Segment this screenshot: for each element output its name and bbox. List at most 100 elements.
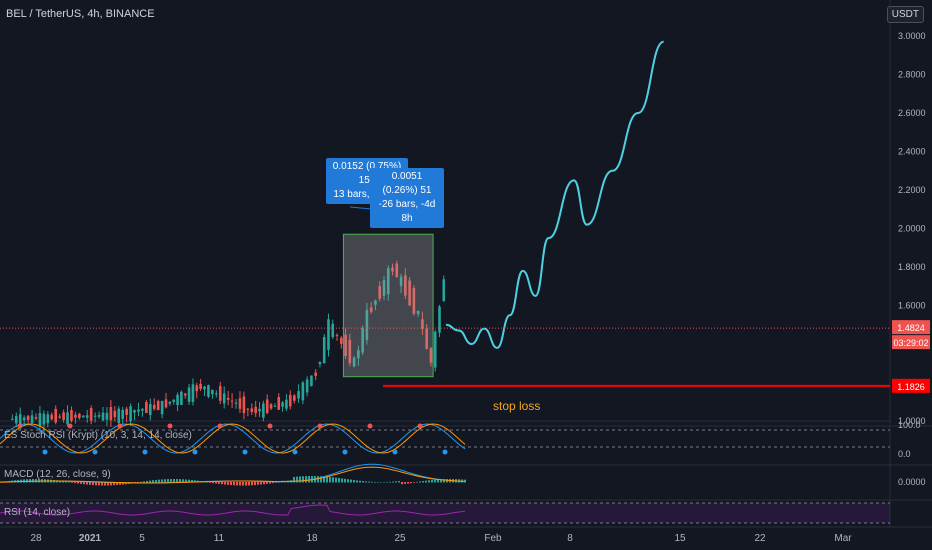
macd-histogram-bar	[155, 479, 157, 483]
macd-histogram-bar	[380, 481, 382, 483]
candle-body	[310, 375, 313, 387]
candle-body	[160, 400, 164, 415]
currency-badge[interactable]: USDT	[886, 6, 924, 23]
macd-histogram-bar	[221, 482, 223, 485]
candle-body	[265, 399, 269, 413]
macd-histogram-bar	[404, 482, 406, 484]
candle-body	[117, 408, 121, 424]
candle-body	[331, 323, 335, 337]
stoch-signal-dot	[42, 449, 48, 455]
candle-body	[180, 391, 183, 405]
candle-body	[288, 394, 292, 407]
macd-histogram-bar	[308, 476, 310, 483]
stoch-signal-dot	[117, 423, 123, 429]
macd-histogram-bar	[416, 481, 418, 483]
macd-histogram-bar	[323, 476, 325, 483]
macd-histogram-bar	[209, 482, 211, 483]
candle-body	[203, 386, 206, 390]
candle-body	[129, 406, 132, 422]
macd-histogram-bar	[398, 481, 400, 483]
candle-body	[121, 409, 125, 419]
macd-histogram-bar	[344, 478, 346, 483]
stop-loss-tag	[892, 378, 930, 393]
macd-histogram-bar	[305, 476, 307, 483]
candle-body	[285, 399, 288, 409]
macd-histogram-bar	[161, 479, 163, 483]
macd-histogram-bar	[401, 482, 403, 485]
current-price-value: 1.4824	[897, 323, 925, 333]
candle-body	[399, 276, 403, 286]
macd-histogram-bar	[95, 482, 97, 486]
candle-body	[421, 319, 424, 329]
macd-histogram-bar	[92, 482, 94, 486]
macd-histogram-bar	[425, 480, 427, 483]
macd-histogram-bar	[137, 482, 139, 483]
candle-body	[168, 401, 172, 404]
macd-histogram-bar	[428, 480, 430, 483]
macd-histogram-bar	[341, 478, 343, 483]
macd-histogram-bar	[437, 479, 439, 483]
macd-histogram-bar	[326, 476, 328, 483]
macd-histogram-bar	[260, 482, 262, 485]
candle-body	[361, 327, 364, 353]
candle-body	[322, 336, 326, 364]
candle-body	[433, 331, 437, 368]
candle-body	[152, 404, 156, 409]
macd-histogram-bar	[257, 482, 259, 485]
candle-body	[339, 337, 343, 344]
macd-histogram-bar	[212, 482, 214, 484]
rsi-line	[0, 504, 466, 516]
candle-body	[183, 393, 187, 396]
macd-histogram-bar	[218, 482, 220, 484]
countdown-value: 03:29:02	[893, 338, 928, 348]
stoch-d-line	[0, 423, 466, 454]
macd-histogram-bar	[170, 479, 172, 483]
candle-body	[408, 280, 411, 306]
macd-histogram-bar	[230, 482, 232, 486]
candle-body	[391, 267, 394, 272]
price-tick-label: 1.0000	[898, 416, 926, 426]
stoch-signal-dot	[67, 423, 73, 429]
macd-histogram-bar	[98, 482, 100, 486]
macd-histogram-bar	[239, 482, 241, 486]
candle-body	[369, 307, 373, 312]
macd-histogram-bar	[371, 481, 373, 483]
candle-body	[176, 394, 179, 406]
candle-body	[195, 385, 199, 392]
macd-histogram-bar	[434, 479, 436, 483]
macd-histogram-bar	[83, 482, 85, 485]
macd-histogram-bar	[68, 481, 70, 483]
macd-histogram-bar	[317, 476, 319, 483]
candle-body	[105, 412, 109, 420]
macd-histogram-bar	[407, 482, 409, 484]
stoch-signal-dot	[242, 449, 248, 455]
macd-histogram-bar	[167, 479, 169, 483]
price-tick-label: 2.0000	[898, 224, 926, 234]
time-tick-label: 22	[754, 533, 766, 544]
rsi-band	[0, 503, 890, 523]
stoch-signal-dot	[17, 423, 23, 429]
candle-body	[335, 335, 339, 337]
candle-body	[164, 399, 168, 408]
stoch-signal-dot	[217, 423, 223, 429]
candle-body	[222, 393, 226, 404]
candle-body	[11, 418, 14, 420]
candle-body	[352, 357, 356, 367]
macd-histogram-bar	[335, 477, 337, 483]
measure-box-1-line1: 0.0152 (0.75%) 152	[332, 161, 402, 186]
candle-body	[234, 402, 238, 404]
macd-histogram-bar	[245, 482, 247, 486]
price-tick-label: 2.2000	[898, 185, 926, 195]
candle-body	[442, 279, 446, 302]
candle-body	[297, 391, 300, 399]
candle-body	[378, 286, 382, 299]
measure-box-2[interactable]: 0.0051 (0.26%) 51 -26 bars, -4d 8h	[370, 168, 444, 228]
candle-body	[262, 403, 265, 418]
candle-body	[382, 280, 386, 296]
candle-body	[242, 396, 246, 414]
candle-body	[365, 309, 369, 340]
candle-body	[125, 408, 128, 415]
macd-histogram-bar	[236, 482, 238, 486]
candle-body	[386, 268, 390, 295]
